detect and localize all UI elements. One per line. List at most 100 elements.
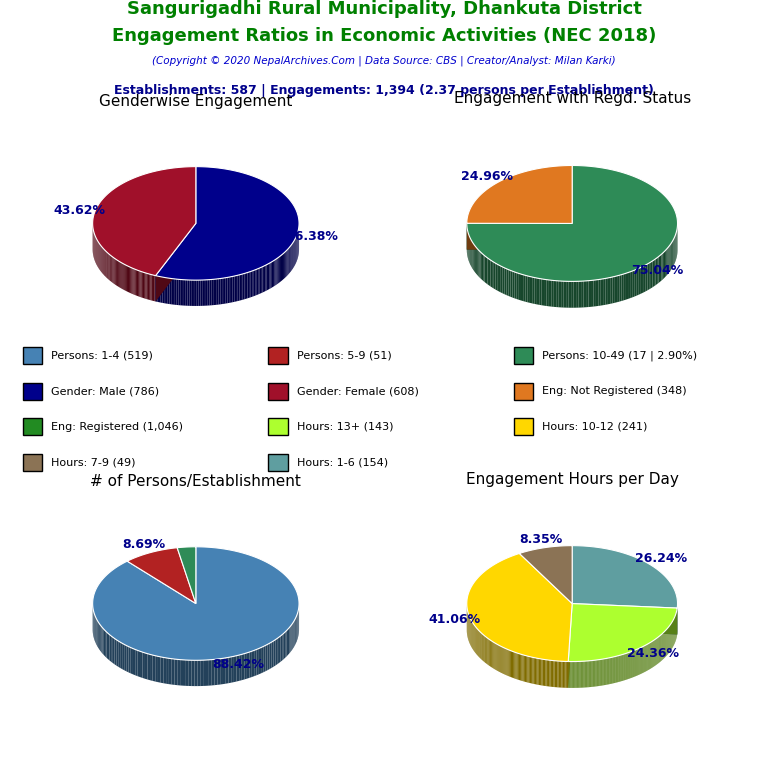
Polygon shape bbox=[534, 657, 535, 684]
Polygon shape bbox=[290, 625, 292, 652]
Polygon shape bbox=[519, 273, 521, 300]
Polygon shape bbox=[540, 659, 541, 685]
Polygon shape bbox=[631, 271, 632, 298]
Polygon shape bbox=[140, 651, 143, 678]
Polygon shape bbox=[488, 258, 489, 286]
Polygon shape bbox=[234, 656, 237, 682]
Polygon shape bbox=[133, 648, 135, 675]
Polygon shape bbox=[642, 266, 644, 293]
Polygon shape bbox=[508, 650, 510, 677]
Polygon shape bbox=[264, 266, 265, 292]
Polygon shape bbox=[510, 650, 511, 677]
Polygon shape bbox=[568, 604, 572, 688]
Polygon shape bbox=[169, 658, 172, 684]
Text: 8.35%: 8.35% bbox=[519, 533, 562, 546]
Polygon shape bbox=[118, 260, 119, 287]
Polygon shape bbox=[149, 274, 151, 300]
Polygon shape bbox=[177, 279, 178, 305]
Polygon shape bbox=[511, 650, 512, 677]
Polygon shape bbox=[141, 272, 143, 298]
Text: Persons: 5-9 (51): Persons: 5-9 (51) bbox=[296, 351, 391, 361]
Polygon shape bbox=[654, 259, 656, 286]
Polygon shape bbox=[156, 223, 196, 302]
Text: Hours: 13+ (143): Hours: 13+ (143) bbox=[296, 422, 393, 432]
Polygon shape bbox=[474, 245, 475, 273]
Polygon shape bbox=[644, 265, 646, 293]
Polygon shape bbox=[121, 642, 122, 669]
Polygon shape bbox=[531, 657, 532, 684]
Polygon shape bbox=[162, 277, 164, 303]
Polygon shape bbox=[493, 642, 494, 669]
Polygon shape bbox=[515, 272, 517, 299]
Polygon shape bbox=[136, 270, 137, 296]
Polygon shape bbox=[227, 277, 229, 303]
Polygon shape bbox=[260, 267, 261, 294]
Text: 8.69%: 8.69% bbox=[122, 538, 165, 551]
Polygon shape bbox=[489, 639, 490, 667]
Title: # of Persons/Establishment: # of Persons/Establishment bbox=[91, 474, 301, 489]
Polygon shape bbox=[191, 660, 194, 686]
Polygon shape bbox=[258, 268, 260, 294]
Polygon shape bbox=[549, 660, 551, 687]
Polygon shape bbox=[568, 604, 572, 688]
Polygon shape bbox=[147, 273, 148, 300]
Polygon shape bbox=[570, 661, 571, 688]
Polygon shape bbox=[572, 604, 677, 634]
Polygon shape bbox=[621, 274, 624, 301]
Polygon shape bbox=[532, 657, 534, 684]
Polygon shape bbox=[147, 654, 150, 680]
Polygon shape bbox=[172, 659, 174, 685]
Polygon shape bbox=[611, 277, 613, 304]
Polygon shape bbox=[615, 276, 617, 303]
Polygon shape bbox=[280, 634, 282, 662]
FancyBboxPatch shape bbox=[269, 454, 288, 471]
Polygon shape bbox=[552, 660, 553, 687]
Polygon shape bbox=[261, 266, 263, 293]
Polygon shape bbox=[591, 660, 592, 687]
Polygon shape bbox=[568, 661, 569, 688]
Polygon shape bbox=[636, 269, 638, 296]
Polygon shape bbox=[250, 651, 252, 678]
Polygon shape bbox=[186, 660, 189, 686]
Polygon shape bbox=[259, 647, 261, 674]
Polygon shape bbox=[568, 281, 571, 308]
FancyBboxPatch shape bbox=[23, 347, 42, 364]
Polygon shape bbox=[156, 223, 196, 302]
Polygon shape bbox=[598, 280, 601, 306]
Polygon shape bbox=[238, 275, 240, 301]
Polygon shape bbox=[486, 257, 488, 284]
Polygon shape bbox=[584, 281, 586, 307]
Polygon shape bbox=[495, 644, 496, 670]
Polygon shape bbox=[560, 661, 561, 687]
Polygon shape bbox=[556, 281, 558, 307]
Text: 56.38%: 56.38% bbox=[286, 230, 338, 243]
Polygon shape bbox=[588, 280, 591, 307]
Polygon shape bbox=[240, 274, 241, 300]
Polygon shape bbox=[576, 661, 577, 688]
Text: 41.06%: 41.06% bbox=[429, 613, 481, 626]
Polygon shape bbox=[578, 661, 579, 688]
Polygon shape bbox=[638, 268, 641, 295]
Polygon shape bbox=[641, 266, 642, 294]
Polygon shape bbox=[561, 281, 564, 307]
Polygon shape bbox=[583, 661, 584, 687]
Polygon shape bbox=[603, 279, 605, 305]
Polygon shape bbox=[502, 647, 503, 674]
Polygon shape bbox=[139, 271, 141, 297]
Polygon shape bbox=[266, 644, 267, 671]
Polygon shape bbox=[207, 280, 210, 306]
Polygon shape bbox=[525, 655, 526, 682]
Polygon shape bbox=[182, 280, 184, 306]
Polygon shape bbox=[183, 660, 186, 686]
Polygon shape bbox=[515, 653, 517, 679]
Polygon shape bbox=[125, 264, 126, 291]
Polygon shape bbox=[671, 242, 672, 270]
Polygon shape bbox=[601, 659, 602, 686]
Polygon shape bbox=[624, 273, 626, 300]
Polygon shape bbox=[587, 661, 588, 687]
Polygon shape bbox=[234, 276, 236, 302]
Polygon shape bbox=[667, 247, 668, 275]
Polygon shape bbox=[473, 243, 474, 271]
Polygon shape bbox=[634, 270, 636, 296]
Polygon shape bbox=[598, 660, 599, 686]
